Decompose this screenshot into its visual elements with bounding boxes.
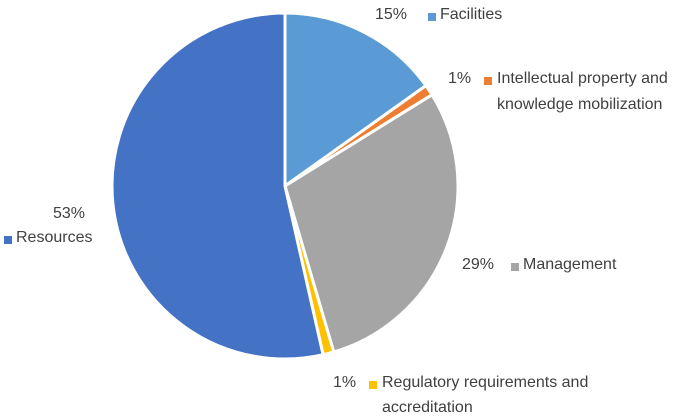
slice-category-label: Facilities [440,6,502,23]
slice-percent-label: 1% [333,374,356,391]
slice-percent-label: 29% [462,256,494,273]
pie-slice-management [283,93,460,354]
slice-color-marker [484,77,492,85]
slice-color-marker [511,263,519,271]
slice-category-label: Management [523,256,617,273]
pie-labels: 15% Facilities 1% Intellectual property and… [4,6,668,416]
slice-category-label: Regulatory requirements and accreditation [382,374,588,415]
pie-slices [110,11,460,361]
pie-slice-resources [110,11,325,361]
slice-category-label: Intellectual property and knowledge mobil… [497,70,668,113]
slice-color-marker [428,13,436,21]
slice-color-marker [369,381,377,389]
slice-percent-label: 53% [53,205,85,222]
pie-slice-facilities [283,11,428,188]
slice-percent-label: 15% [375,6,407,23]
slice-color-marker [4,236,12,244]
slice-percent-label: 1% [448,70,471,87]
slice-category-label: Resources [16,229,92,246]
